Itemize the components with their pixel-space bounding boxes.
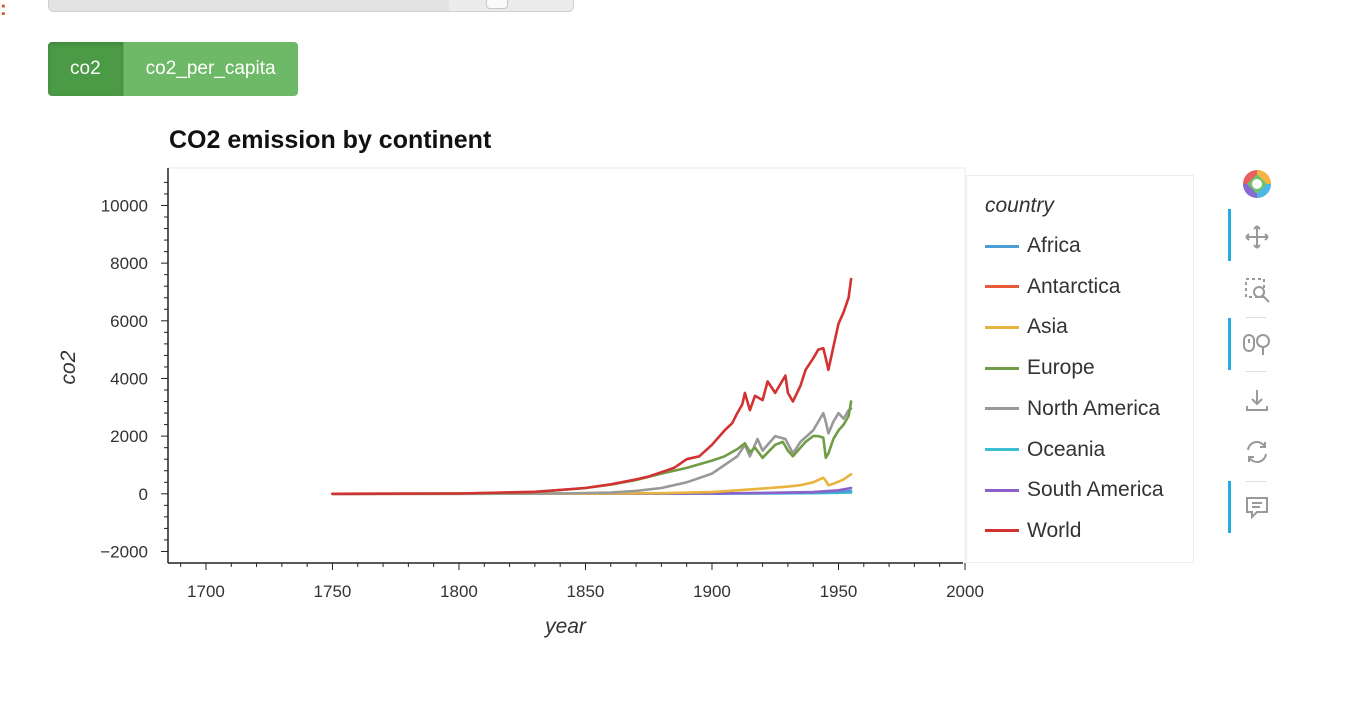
legend-item[interactable]: South America bbox=[985, 475, 1164, 505]
hover-active-indicator bbox=[1228, 481, 1231, 533]
edge-marker: : bbox=[0, 0, 7, 20]
hover-icon[interactable] bbox=[1240, 490, 1274, 524]
series-line-north-america bbox=[331, 407, 853, 496]
y-tick-label: 4000 bbox=[110, 369, 148, 388]
range-slider-handle[interactable] bbox=[486, 0, 508, 9]
legend-swatch bbox=[985, 488, 1019, 492]
wheel-zoom-active-indicator bbox=[1228, 318, 1231, 370]
box-zoom-icon[interactable] bbox=[1240, 273, 1274, 307]
y-tick-label: 10000 bbox=[101, 196, 148, 215]
legend-label: Asia bbox=[1027, 315, 1068, 339]
wheel-zoom-icon[interactable] bbox=[1240, 327, 1274, 361]
toolbar-separator bbox=[1246, 481, 1266, 482]
series-line-europe bbox=[331, 400, 853, 496]
legend-item[interactable]: Antarctica bbox=[985, 272, 1120, 302]
legend-swatch bbox=[985, 325, 1019, 329]
chart-title: CO2 emission by continent bbox=[169, 126, 492, 154]
x-tick-label: 1900 bbox=[693, 582, 731, 601]
legend-swatch bbox=[985, 244, 1019, 248]
reset-icon[interactable] bbox=[1240, 435, 1274, 469]
series-line-asia bbox=[331, 472, 853, 496]
legend-swatch bbox=[985, 285, 1019, 289]
legend-label: Africa bbox=[1027, 234, 1081, 257]
y-tick-label: −2000 bbox=[100, 542, 148, 561]
y-tick-label: 0 bbox=[139, 485, 148, 504]
legend-item[interactable]: Africa bbox=[985, 231, 1081, 261]
legend-item[interactable]: Asia bbox=[985, 312, 1068, 342]
plot-frame bbox=[167, 167, 966, 564]
co2-toggle-button[interactable]: co2 bbox=[48, 42, 123, 96]
x-tick-label: 1850 bbox=[567, 582, 605, 601]
toolbar-separator bbox=[1246, 317, 1266, 318]
chart-toolbar bbox=[1228, 165, 1288, 545]
legend-swatch bbox=[985, 529, 1019, 533]
pan-icon[interactable] bbox=[1240, 220, 1274, 254]
x-tick-label: 1950 bbox=[820, 582, 858, 601]
pan-active-indicator bbox=[1228, 209, 1231, 261]
save-icon[interactable] bbox=[1240, 383, 1274, 417]
legend-label: Antarctica bbox=[1027, 274, 1121, 298]
legend-swatch bbox=[985, 366, 1019, 370]
legend-item[interactable]: World bbox=[985, 516, 1081, 546]
legend-label: Oceania bbox=[1027, 437, 1106, 461]
legend-swatch bbox=[985, 448, 1019, 451]
range-slider-track[interactable] bbox=[48, 0, 574, 12]
toolbar-separator bbox=[1246, 371, 1266, 372]
x-axis-label: year bbox=[543, 615, 587, 638]
legend-label: World bbox=[1027, 518, 1082, 542]
legend-item[interactable]: Oceania bbox=[985, 435, 1105, 465]
y-axis-label: co2 bbox=[57, 350, 80, 384]
legend-swatch bbox=[985, 407, 1019, 411]
legend-label: South America bbox=[1027, 478, 1164, 502]
legend-label: Europe bbox=[1027, 356, 1095, 380]
legend-label: North America bbox=[1027, 396, 1161, 420]
x-tick-label: 2000 bbox=[946, 582, 984, 601]
bokeh-logo-icon[interactable] bbox=[1240, 167, 1274, 201]
x-tick-label: 1800 bbox=[440, 582, 478, 601]
y-tick-label: 2000 bbox=[110, 427, 148, 446]
y-tick-label: 8000 bbox=[110, 254, 148, 273]
co2-per-capita-toggle-button[interactable]: co2_per_capita bbox=[122, 42, 298, 96]
x-tick-label: 1700 bbox=[187, 582, 225, 601]
x-tick-label: 1750 bbox=[314, 582, 352, 601]
legend-item[interactable]: Europe bbox=[985, 353, 1095, 383]
legend-item[interactable]: North America bbox=[985, 394, 1160, 424]
series-line-world bbox=[331, 277, 853, 496]
legend: country Africa Antarctica Asia Europe North … bbox=[966, 175, 1194, 563]
range-slider-fill bbox=[49, 0, 449, 11]
y-tick-label: 6000 bbox=[110, 312, 148, 331]
variable-toggle-group: co2 co2_per_capita bbox=[48, 42, 298, 96]
legend-title: country bbox=[985, 194, 1054, 217]
